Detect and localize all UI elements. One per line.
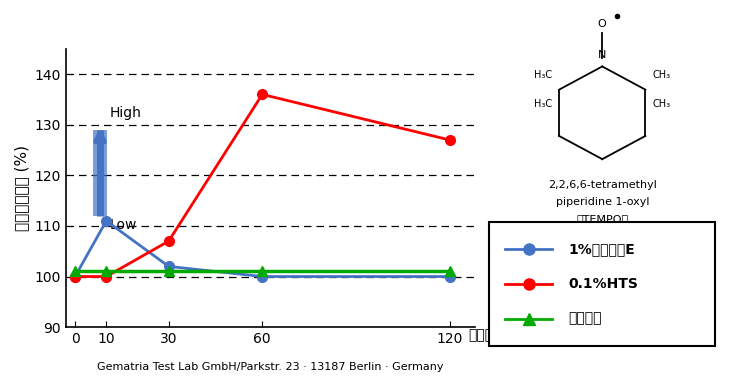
Text: 0.1%HTS: 0.1%HTS — [569, 277, 638, 291]
Text: （分）: （分） — [468, 328, 493, 342]
Text: H₃C: H₃C — [534, 70, 553, 80]
Text: Gematria Test Lab GmbH/Parkstr. 23 · 13187 Berlin · Germany: Gematria Test Lab GmbH/Parkstr. 23 · 131… — [97, 362, 443, 372]
Text: N: N — [598, 50, 607, 60]
Text: CH₃: CH₃ — [652, 70, 670, 80]
Text: プラセボ: プラセボ — [569, 312, 602, 326]
Text: High: High — [110, 106, 142, 120]
Text: piperidine 1-oxyl: piperidine 1-oxyl — [556, 197, 649, 207]
Y-axis label: 皮膚抗酸化能 (%): 皮膚抗酸化能 (%) — [14, 145, 28, 231]
Text: H₃C: H₃C — [534, 99, 553, 109]
Text: O: O — [598, 20, 607, 29]
Text: Low: Low — [110, 218, 137, 232]
Text: 1%ビタミンE: 1%ビタミンE — [569, 242, 635, 256]
Text: CH₃: CH₃ — [652, 99, 670, 109]
Text: （TEMPO）: （TEMPO） — [576, 214, 629, 224]
Text: 2,2,6,6-tetramethyl: 2,2,6,6-tetramethyl — [548, 180, 657, 190]
